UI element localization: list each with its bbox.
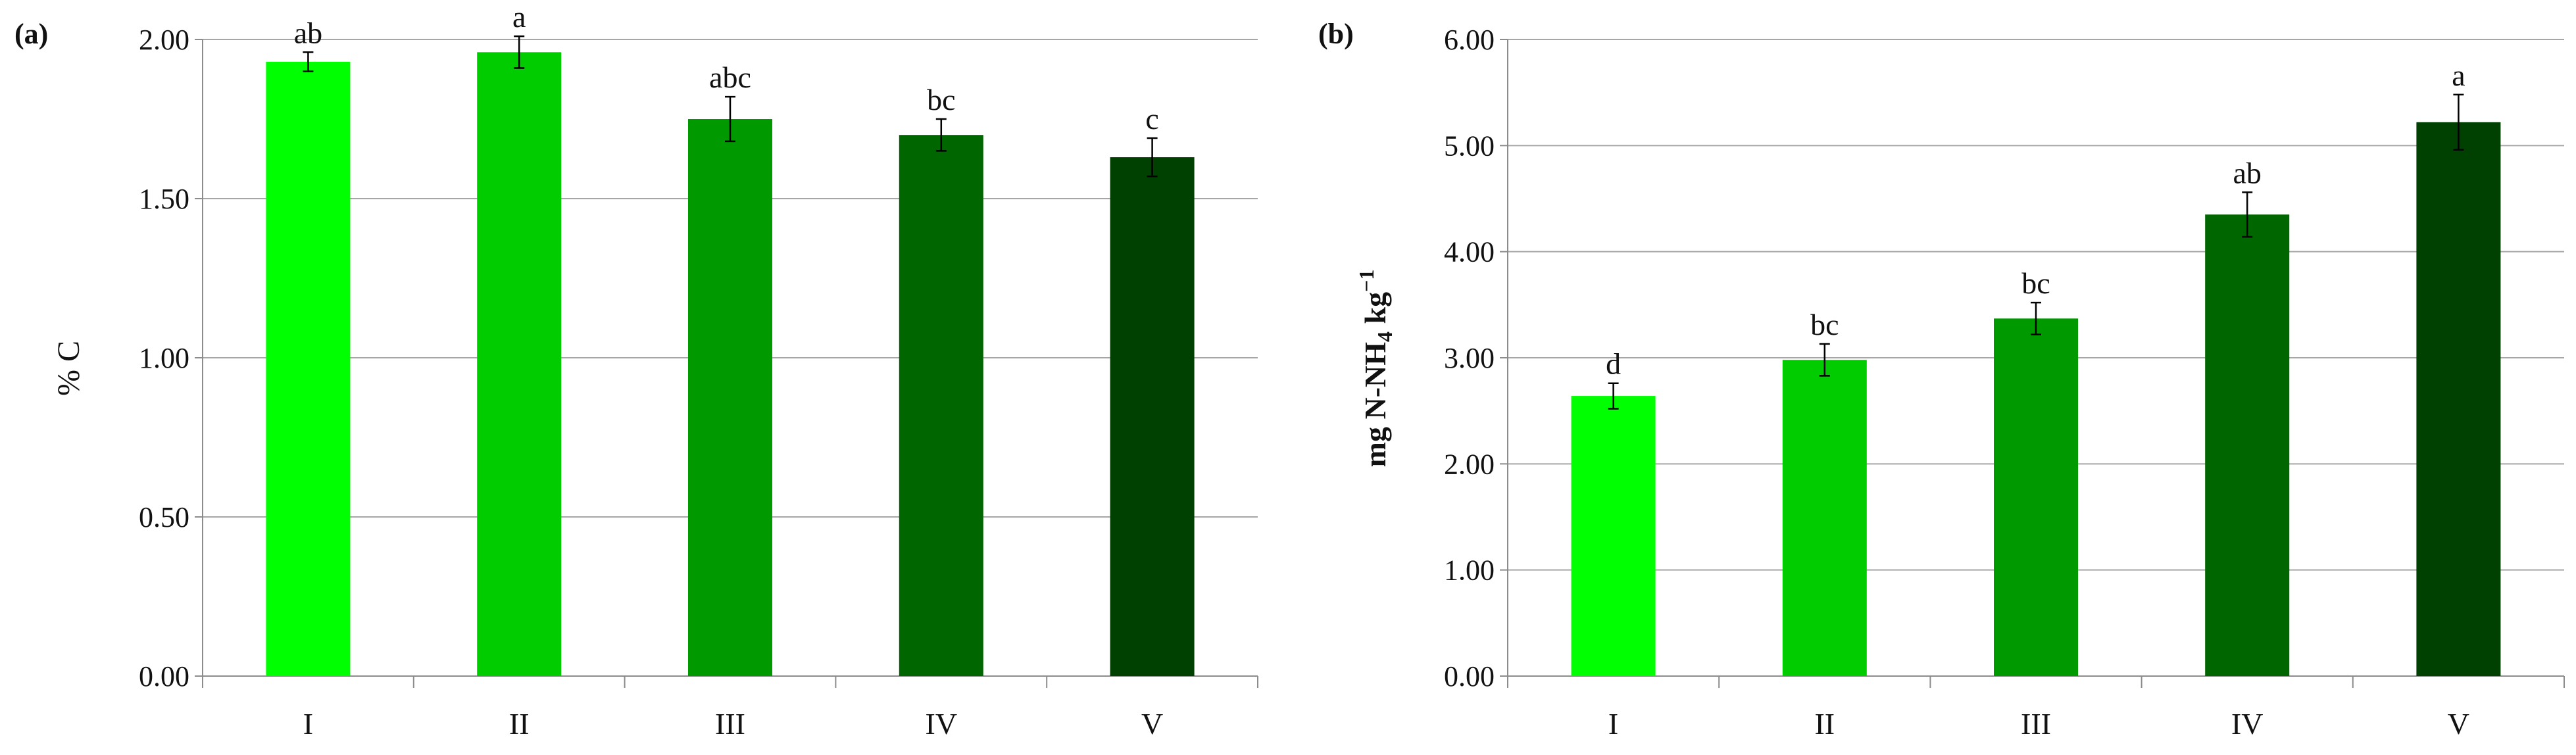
x-tick-label: I — [303, 707, 313, 741]
error-bar-I — [303, 51, 314, 72]
y-axis-label-b: mg N-NH4 kg−1 — [1354, 270, 1397, 468]
y-tick-label: 2.00 — [1444, 448, 1495, 480]
bar-III — [688, 119, 772, 676]
error-bar-III — [725, 95, 735, 143]
y-tick-label: 2.00 — [139, 24, 189, 56]
significance-letter: bc — [1810, 308, 1839, 341]
significance-letter: c — [1145, 102, 1158, 135]
significance-letters-a: ab a abc bc c — [294, 0, 1159, 135]
significance-letter: d — [1606, 347, 1621, 381]
y-tick-label: 1.00 — [1444, 554, 1495, 587]
chart-a: (a) % C 0.00 0.50 1.00 1.50 2.00 ab a abc bc c I… — [14, 0, 1258, 741]
y-axis-label-b-mid: kg — [1358, 292, 1392, 331]
y-axis-label-a: % C — [51, 341, 86, 396]
bar-I — [266, 61, 351, 676]
x-tick-label: V — [1141, 707, 1163, 741]
y-tick-label: 1.00 — [139, 342, 189, 374]
significance-letter: abc — [709, 61, 751, 94]
x-tick-label: I — [1608, 707, 1618, 741]
error-bar-II — [514, 35, 525, 69]
y-tick-label: 0.00 — [139, 660, 189, 693]
error-bar-IV — [935, 118, 947, 152]
significance-letter: ab — [294, 16, 322, 49]
y-tick-label: 6.00 — [1444, 24, 1495, 56]
x-tick-label: IV — [2231, 707, 2264, 741]
error-bar-II — [1819, 343, 1830, 377]
significance-letter: bc — [2021, 266, 2050, 300]
y-tick-label: 0.00 — [1444, 660, 1495, 693]
bar-II — [1782, 360, 1867, 676]
x-tick-label: V — [2448, 707, 2469, 741]
y-tick-label: 4.00 — [1444, 236, 1495, 268]
y-axis-label-b-sub: 4 — [1373, 331, 1397, 342]
bar-IV — [2205, 214, 2290, 676]
y-ticks-a: 0.00 0.50 1.00 1.50 2.00 — [139, 24, 203, 693]
y-tick-label: 3.00 — [1444, 342, 1495, 374]
y-tick-label: 5.00 — [1444, 130, 1495, 162]
significance-letter: a — [512, 0, 526, 34]
bars-b — [1571, 122, 2501, 677]
bar-V — [2416, 122, 2501, 677]
error-bars-a — [303, 35, 1158, 178]
panel-label-a: (a) — [14, 18, 48, 50]
y-tick-label: 0.50 — [139, 501, 189, 533]
bars-a — [266, 52, 1195, 677]
error-bars-b — [1608, 93, 2464, 410]
x-tick-labels-a: I II III IV V — [303, 707, 1163, 741]
bar-IV — [899, 135, 983, 676]
significance-letter: ab — [2233, 156, 2261, 189]
panel-label-b: (b) — [1318, 18, 1354, 50]
x-tick-label: IV — [926, 707, 958, 741]
error-bar-V — [2453, 93, 2464, 151]
significance-letter: a — [2452, 59, 2465, 92]
bar-III — [1994, 318, 2078, 677]
error-bar-I — [1608, 382, 1619, 410]
error-bar-IV — [2242, 191, 2253, 238]
chart-b: (b) mg N-NH4 kg−1 0.00 1.00 2.00 3.00 4.00 5.… — [1318, 18, 2565, 741]
y-axis-label-b-sup: −1 — [1354, 270, 1378, 292]
x-tick-label: II — [509, 707, 530, 741]
y-tick-label: 1.50 — [139, 183, 189, 215]
y-axis-label-b-pre: mg N-NH — [1358, 342, 1392, 468]
bar-II — [477, 52, 562, 677]
bar-I — [1571, 396, 1656, 676]
x-tick-label: III — [2021, 707, 2051, 741]
x-tick-labels-b: I II III IV V — [1608, 707, 2469, 741]
significance-letters-b: d bc bc ab a — [1606, 59, 2465, 381]
significance-letter: bc — [927, 83, 955, 116]
y-ticks-b: 0.00 1.00 2.00 3.00 4.00 5.00 6.00 — [1444, 24, 1508, 693]
bar-V — [1110, 157, 1195, 676]
x-tick-label: II — [1814, 707, 1835, 741]
error-bar-III — [2031, 301, 2041, 335]
error-bar-V — [1147, 137, 1158, 178]
x-tick-label: III — [715, 707, 745, 741]
